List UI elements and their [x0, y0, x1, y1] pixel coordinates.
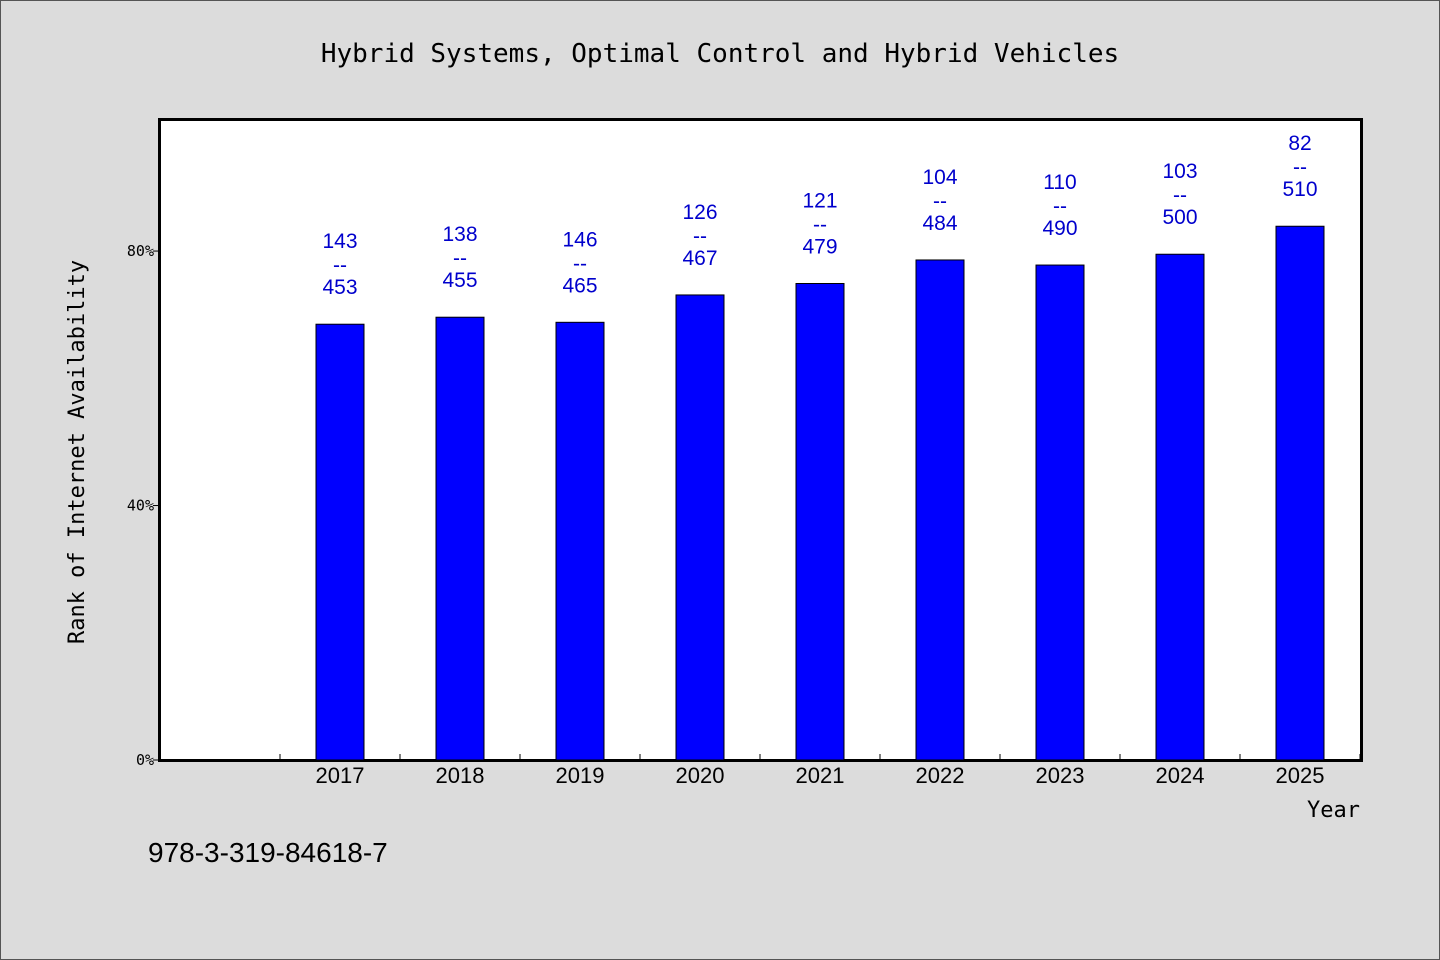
data-label-separator: -- — [453, 247, 467, 270]
data-label-top: 143 — [322, 230, 357, 253]
x-tick-label: 2023 — [1036, 763, 1085, 788]
data-label-top: 82 — [1288, 132, 1311, 155]
bar-series — [315, 225, 1325, 761]
data-label-bottom: 490 — [1042, 217, 1077, 240]
data-label-bottom: 510 — [1282, 178, 1317, 201]
data-label-bottom: 467 — [682, 247, 717, 270]
data-label-top: 121 — [802, 189, 837, 212]
data-label-top: 104 — [922, 166, 957, 189]
data-label-top: 126 — [682, 201, 717, 224]
data-label-separator: -- — [813, 213, 827, 236]
chart-title: Hybrid Systems, Optimal Control and Hybr… — [321, 39, 1119, 69]
bar — [435, 316, 485, 761]
y-axis: 0% 40% 80% — [127, 242, 160, 769]
x-tick-label: 2025 — [1276, 763, 1325, 788]
data-label-separator: -- — [333, 254, 347, 277]
data-label-bottom: 453 — [322, 276, 357, 299]
x-tick-label: 2024 — [1156, 763, 1205, 788]
y-tick-label: 40% — [127, 497, 154, 515]
data-label-bottom: 479 — [802, 235, 837, 258]
data-label-bottom: 500 — [1162, 206, 1197, 229]
bar — [1155, 253, 1205, 761]
data-label-top: 103 — [1162, 160, 1197, 183]
bar — [795, 282, 845, 761]
x-tick-label: 2020 — [676, 763, 725, 788]
bar — [1275, 225, 1325, 761]
data-label-bottom: 455 — [442, 269, 477, 292]
data-label-bottom: 484 — [922, 212, 957, 235]
data-label-separator: -- — [1173, 184, 1187, 207]
data-label-separator: -- — [1293, 156, 1307, 179]
x-tick-label: 2018 — [436, 763, 485, 788]
data-label-top: 138 — [442, 223, 477, 246]
data-label-separator: -- — [1053, 195, 1067, 218]
data-labels: 143--453138--455146--465126--467121--479… — [322, 132, 1317, 299]
isbn-label: 978-3-319-84618-7 — [148, 837, 388, 868]
x-tick-label: 2017 — [316, 763, 365, 788]
x-tick-label: 2021 — [796, 763, 845, 788]
bar — [915, 259, 965, 761]
x-axis-label: Year — [1307, 798, 1360, 823]
y-tick-label: 80% — [127, 242, 154, 260]
y-axis-label: Rank of Internet Availability — [65, 260, 90, 644]
data-label-top: 110 — [1043, 171, 1076, 194]
data-label-bottom: 465 — [562, 274, 597, 297]
data-label-separator: -- — [933, 190, 947, 213]
bar — [1035, 264, 1085, 761]
x-axis: 2017 2018 2019 2020 2021 2022 2023 2024 2025 — [279, 754, 1361, 788]
bar — [555, 321, 605, 761]
data-label-top: 146 — [562, 228, 597, 251]
bar — [675, 294, 725, 761]
data-label-separator: -- — [573, 252, 587, 275]
x-tick-label: 2019 — [556, 763, 605, 788]
bar — [315, 323, 365, 761]
data-label-separator: -- — [693, 225, 707, 248]
x-tick-label: 2022 — [916, 763, 965, 788]
y-tick-label: 0% — [136, 751, 154, 769]
